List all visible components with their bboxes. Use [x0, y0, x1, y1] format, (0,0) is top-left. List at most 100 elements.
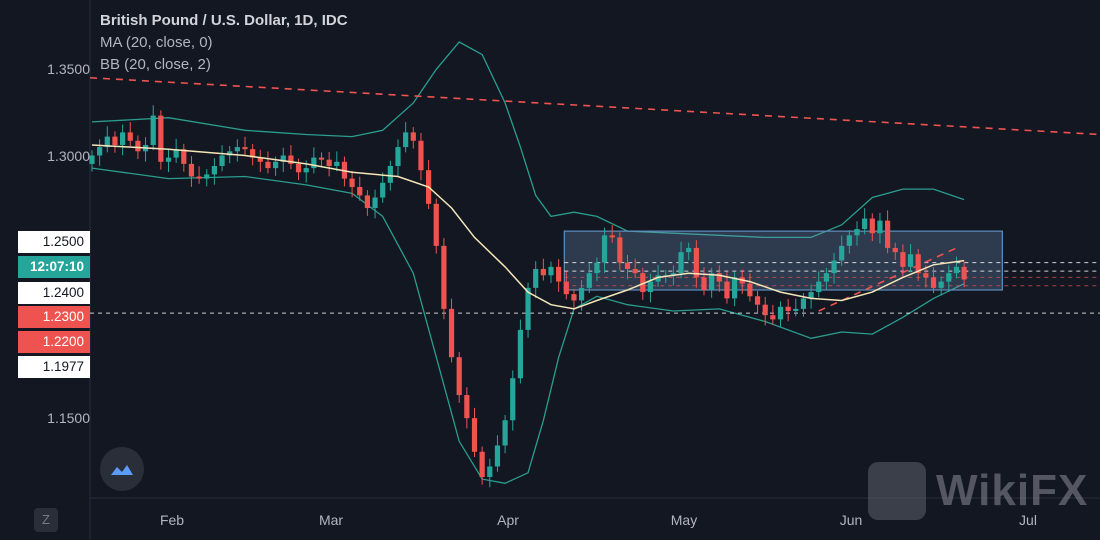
- price-tick: 1.1500: [47, 410, 90, 426]
- wikifx-logo-icon: [868, 462, 926, 520]
- candle-up: [831, 260, 837, 274]
- candle-up: [862, 218, 868, 230]
- candle-up: [877, 220, 883, 234]
- candle-down: [571, 294, 577, 301]
- candle-up: [601, 235, 608, 263]
- candle-down: [540, 268, 546, 276]
- candle-up: [854, 229, 860, 236]
- candle-up: [173, 149, 179, 158]
- month-label: Feb: [159, 512, 185, 528]
- candle-up: [395, 147, 401, 166]
- candle-down: [762, 304, 768, 316]
- candle-down: [418, 140, 424, 171]
- candle-down: [609, 235, 615, 238]
- range-box: [563, 230, 1003, 291]
- candle-up: [165, 157, 172, 162]
- candle-down: [464, 395, 470, 419]
- candle-up: [823, 273, 829, 282]
- candle-up: [387, 166, 393, 183]
- chart-legend: British Pound / U.S. Dollar, 1D, IDC MA …: [100, 10, 348, 76]
- candle-up: [732, 277, 738, 299]
- candle-down: [242, 147, 248, 150]
- candle-up: [517, 329, 523, 379]
- candle-down: [640, 273, 646, 293]
- candle-down: [724, 281, 730, 299]
- candle-down: [701, 277, 707, 290]
- candle-up: [678, 252, 684, 274]
- candle-down: [448, 308, 455, 358]
- candle-up: [953, 266, 960, 274]
- candle-up: [334, 161, 340, 166]
- candle-down: [349, 178, 355, 188]
- candle-down: [900, 252, 906, 267]
- candle-up: [211, 166, 217, 175]
- candle-up: [487, 466, 493, 477]
- candle-down: [563, 281, 569, 295]
- price-tag-1.2300: 1.2300: [18, 306, 90, 328]
- tradingview-logo-button[interactable]: [100, 447, 144, 491]
- candle-down: [257, 157, 263, 162]
- candle-down: [770, 315, 776, 320]
- month-label: Mar: [318, 512, 344, 528]
- candle-down: [747, 283, 753, 297]
- candle-down: [433, 203, 439, 246]
- month-label: Jul: [1019, 512, 1037, 528]
- candle-up: [510, 378, 516, 421]
- candle-down: [326, 159, 332, 166]
- candle-up: [89, 155, 95, 164]
- candle-up: [502, 420, 508, 446]
- month-label: May: [670, 512, 698, 528]
- candle-down: [357, 187, 363, 196]
- candle-down: [556, 266, 562, 282]
- candle-up: [808, 292, 814, 299]
- candle-up: [234, 147, 240, 152]
- ma-indicator-label[interactable]: MA (20, close, 0): [100, 34, 213, 51]
- candle-down: [617, 237, 623, 263]
- candle-up: [303, 168, 309, 173]
- candle-down: [127, 132, 133, 141]
- candle-down: [754, 296, 761, 305]
- candle-down: [441, 245, 447, 309]
- candle-up: [403, 132, 409, 148]
- price-tick: 1.3000: [47, 148, 90, 164]
- wikifx-watermark: WikiFX: [868, 462, 1088, 520]
- symbol-title[interactable]: British Pound / U.S. Dollar, 1D, IDC: [100, 12, 348, 29]
- month-label: Jun: [839, 512, 863, 528]
- candle-down: [135, 140, 141, 152]
- bb-lower-band: [91, 167, 965, 484]
- candle-up: [104, 136, 110, 148]
- candle-down: [288, 155, 294, 164]
- candle-up: [846, 235, 852, 246]
- candle-up: [594, 262, 600, 274]
- candle-down: [892, 247, 898, 253]
- candle-down: [885, 220, 891, 248]
- price-tick: 1.3500: [47, 61, 90, 77]
- candle-up: [372, 197, 378, 209]
- candle-down: [471, 418, 478, 452]
- candle-down: [318, 157, 325, 160]
- candle-up: [311, 157, 317, 169]
- candle-up: [816, 281, 822, 293]
- candle-up: [494, 445, 501, 467]
- zoom-button[interactable]: Z: [34, 508, 58, 532]
- candle-down: [364, 195, 370, 209]
- candle-down: [112, 136, 118, 145]
- candle-down: [785, 306, 791, 311]
- candle-up: [150, 115, 156, 145]
- candle-down: [923, 273, 929, 278]
- candle-up: [946, 273, 952, 282]
- candle-up: [793, 308, 799, 311]
- candle-down: [196, 176, 202, 179]
- candle-up: [839, 245, 845, 261]
- candle-up: [647, 281, 654, 293]
- candle-up: [938, 281, 944, 288]
- bb-indicator-label[interactable]: BB (20, close, 2): [100, 56, 211, 73]
- price-tag-1.2400: 1.2400: [18, 282, 90, 304]
- watermark-text: WikiFX: [936, 466, 1089, 515]
- candle-down: [479, 451, 485, 477]
- price-tag-1.2200: 1.2200: [18, 331, 90, 353]
- candle-down: [250, 149, 256, 158]
- cloud-logo-icon: [111, 465, 133, 475]
- candle-down: [915, 254, 921, 274]
